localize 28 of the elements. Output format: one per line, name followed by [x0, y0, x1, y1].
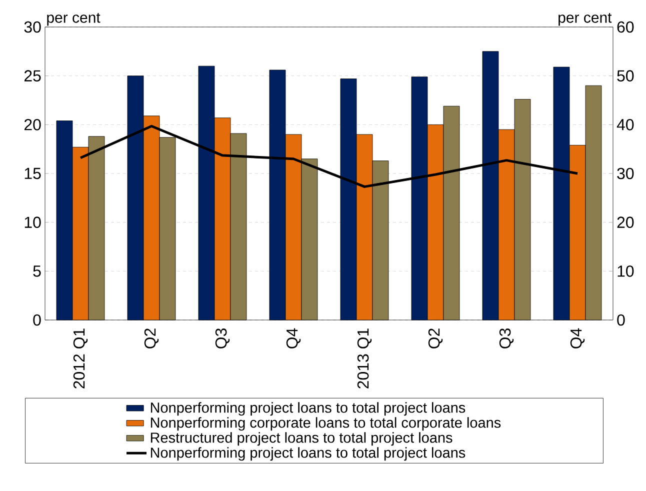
- y2-tick-label: 0: [617, 314, 625, 326]
- legend-label: Nonperforming project loans to total project loans: [150, 447, 466, 461]
- y-tick-label: 0: [33, 314, 41, 326]
- legend-label: Restructured project loans to total project loans: [150, 432, 452, 446]
- y2-axis-title: per cent: [558, 13, 612, 26]
- legend-label: Nonperforming project loans to total project loans: [150, 402, 466, 416]
- y2-tick-label: 40: [616, 119, 634, 130]
- legend-label: Nonperforming corporate loans to total corporate loans: [150, 417, 501, 431]
- y-tick-label: 15: [24, 168, 41, 180]
- y2-tick-label: 20: [617, 216, 634, 228]
- x-tick-label: Q3: [215, 328, 230, 348]
- x-tick-label: 2013 Q1: [357, 328, 372, 388]
- y-tick-label: 10: [24, 216, 41, 228]
- x-tick-label: Q2: [428, 328, 443, 348]
- y-tick-label: 20: [24, 119, 41, 130]
- y-tick-label: 25: [24, 70, 41, 82]
- y2-tick-label: 30: [617, 168, 634, 180]
- y2-tick-label: 60: [617, 21, 634, 33]
- x-tick-label: Q2: [144, 328, 159, 348]
- x-tick-label: 2012 Q1: [73, 328, 88, 388]
- y-axis-title: per cent: [47, 13, 100, 26]
- y2-tick-label: 50: [617, 70, 634, 82]
- x-tick-label: Q4: [570, 328, 585, 348]
- y-tick-label: 30: [24, 21, 41, 33]
- x-tick-label: Q3: [499, 328, 514, 348]
- y-tick-label: 5: [33, 266, 41, 277]
- y2-tick-label: 10: [618, 266, 634, 277]
- x-tick-label: Q4: [286, 328, 301, 348]
